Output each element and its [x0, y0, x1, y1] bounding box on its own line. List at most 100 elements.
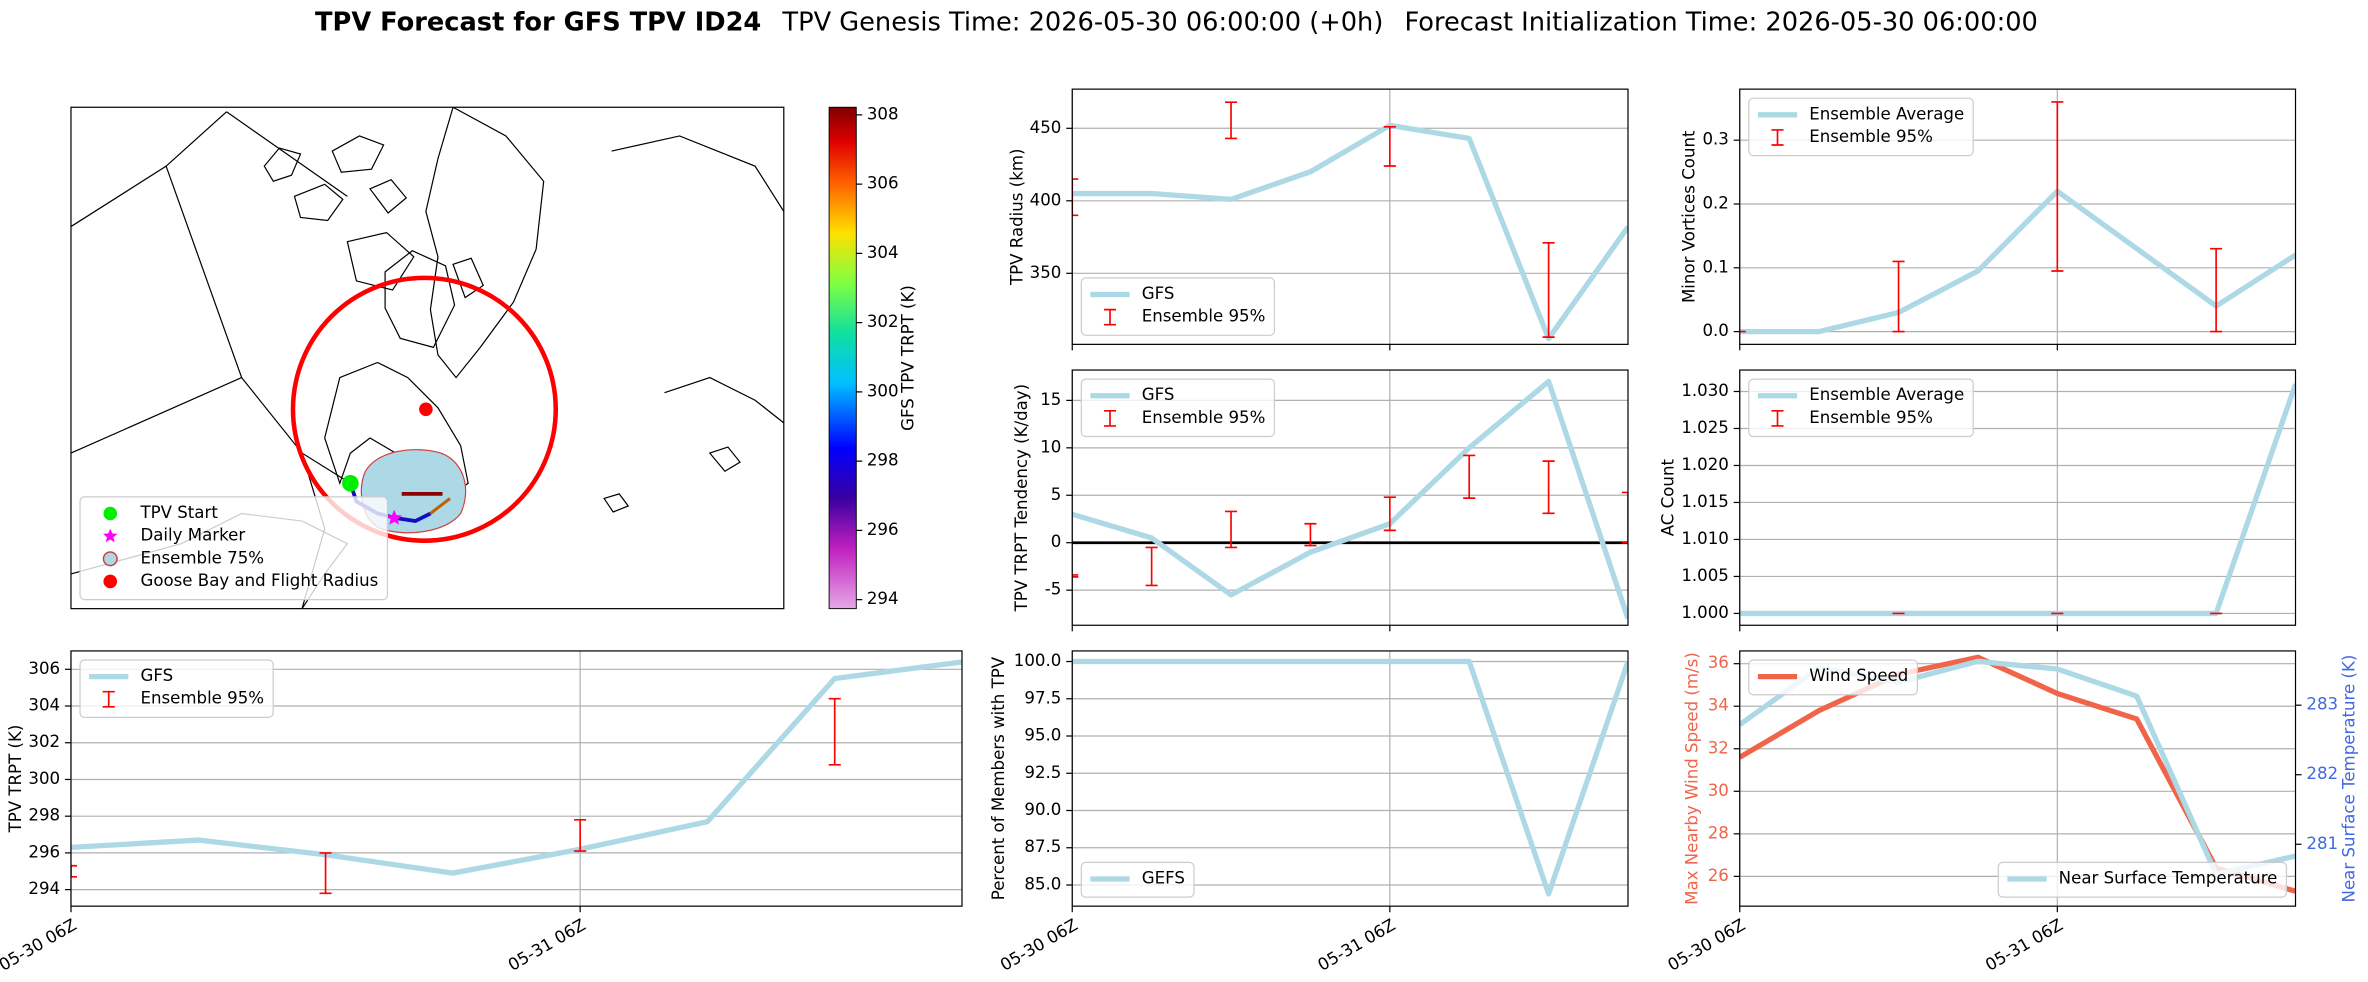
- error-bar: [1072, 178, 1079, 217]
- y-tick-label: 0.0: [1702, 321, 1728, 340]
- error-bar: [574, 819, 587, 852]
- legend-label: GEFS: [1142, 868, 1185, 887]
- legend-swatch: [102, 551, 118, 567]
- legend: Ensemble Average Ensemble 95%: [1748, 97, 1974, 157]
- legend-label: Wind Speed: [1809, 666, 1908, 685]
- y-tick-label: 10: [1040, 437, 1061, 456]
- y-tick-label: 350: [1030, 263, 1062, 282]
- plot-frame: [1739, 88, 2297, 345]
- error-bar: [1542, 460, 1555, 515]
- y-tick-label: 296: [28, 842, 60, 861]
- colorbar-tick-label: 304: [867, 243, 899, 262]
- legend-box: [1748, 97, 1974, 157]
- y-tick-label: 283: [2306, 695, 2338, 714]
- legend-label: GFS: [1142, 284, 1175, 303]
- x-tick-label: 05-31 06Z: [1315, 915, 1399, 974]
- error-bar: [1542, 242, 1555, 338]
- y-tick-label: 281: [2306, 834, 2338, 853]
- y-tick-label: 26: [1708, 866, 1729, 885]
- legend: TPV Start Daily Marker Ensemble 75% Goose B…: [79, 496, 389, 601]
- y-tick-label: 28: [1708, 823, 1729, 842]
- legend: GFS Ensemble 95%: [1080, 277, 1276, 336]
- legend: GEFS: [1080, 861, 1195, 898]
- y-tick-label: 34: [1708, 696, 1729, 715]
- error-bar: [70, 864, 78, 878]
- colorbar-label: GFS TPV TRPT (K): [899, 285, 918, 431]
- error-bar: [2210, 247, 2223, 333]
- x-tick-label: 05-30 06Z: [997, 915, 1081, 974]
- y2-axis-label: Near Surface Temperature (K): [2339, 655, 2358, 903]
- plot-frame: [70, 650, 963, 907]
- legend-label: GFS: [140, 666, 173, 685]
- y-tick-label: 15: [1040, 390, 1061, 409]
- y-tick-label: 300: [28, 769, 60, 788]
- tpv-start: [342, 474, 359, 492]
- x-tick-label: 05-30 06Z: [1665, 915, 1749, 974]
- y-tick-label: 1.020: [1681, 455, 1729, 474]
- legend: GFS Ensemble 95%: [1080, 378, 1276, 438]
- colorbar-tick-label: 298: [867, 451, 899, 470]
- plot-frame: [1739, 650, 2297, 907]
- series-line: [1739, 188, 2296, 335]
- y-tick-label: 95.0: [1024, 726, 1061, 745]
- y-tick-label: 1.010: [1681, 529, 1729, 548]
- series-line: [1739, 383, 2296, 617]
- error-bar: [319, 852, 332, 895]
- legend-label: Ensemble 95%: [1809, 408, 1933, 427]
- daily-marker: [386, 509, 403, 525]
- legend-swatch: [102, 690, 115, 708]
- error-bar: [2051, 101, 2064, 272]
- suptitle-name: TPV Forecast for GFS TPV ID24: [315, 7, 761, 37]
- flight-radius: [290, 275, 559, 543]
- y-tick-label: -5: [1045, 580, 1062, 599]
- legend-swatch: [103, 574, 118, 589]
- map-frame: [70, 106, 785, 610]
- y-tick-label: 1.025: [1681, 418, 1729, 437]
- legend-box: [1748, 659, 1918, 696]
- legend-box: [79, 496, 389, 601]
- y-axis-label: Minor Vortices Count: [1679, 130, 1698, 303]
- series-line: [70, 659, 962, 876]
- series-line: [1072, 378, 1628, 620]
- y-tick-label: 400: [1030, 190, 1062, 209]
- legend-box: [1080, 861, 1195, 898]
- y-tick-label: 90.0: [1024, 800, 1061, 819]
- x-tick-label: 05-30 06Z: [0, 915, 80, 974]
- legend-label: Ensemble 95%: [1142, 408, 1266, 427]
- colorbar-tick-label: 294: [867, 589, 899, 608]
- suptitle: TPV Forecast for GFS TPV ID24 TPV Genesis…: [315, 7, 2038, 37]
- legend: GFS Ensemble 95%: [79, 659, 274, 718]
- y-tick-label: 100.0: [1014, 651, 1062, 670]
- y-tick-label: 298: [28, 806, 60, 825]
- y-tick-label: 302: [28, 732, 60, 751]
- y-axis-label: Percent of Members with TPV: [989, 656, 1008, 900]
- error-bar: [1621, 491, 1628, 544]
- y-tick-label: 30: [1708, 781, 1729, 800]
- y-tick-label: 450: [1030, 118, 1062, 137]
- x-tick-label: 05-31 06Z: [1982, 915, 2066, 974]
- colorbar-tick-label: 296: [867, 520, 899, 539]
- legend-swatch: [1771, 409, 1784, 427]
- y-tick-label: 5: [1051, 485, 1062, 504]
- error-bar: [828, 697, 841, 766]
- suptitle-init: Forecast Initialization Time: 2026-05-30…: [1404, 7, 2037, 37]
- suptitle-genesis: TPV Genesis Time: 2026-05-30 06:00:00 (+…: [781, 7, 1383, 37]
- plot-frame: [1071, 369, 1629, 626]
- y-tick-label: 1.000: [1681, 603, 1729, 622]
- plot-area: [70, 659, 962, 895]
- y-tick-label: 1.015: [1681, 492, 1729, 511]
- plot-frame: [1739, 369, 2297, 626]
- y-tick-label: 306: [28, 659, 60, 678]
- plot-area: [1739, 101, 2296, 335]
- plot-area: [1072, 378, 1628, 620]
- error-bar: [1383, 496, 1396, 532]
- y-tick-label: 0.1: [1702, 257, 1728, 276]
- error-bar: [1072, 574, 1079, 578]
- legend: Wind Speed: [1748, 659, 1918, 696]
- y-axis-label: AC Count: [1658, 459, 1677, 537]
- colorbar-tick-label: 302: [867, 312, 899, 331]
- legend-label: Near Surface Temperature: [2059, 868, 2278, 887]
- plot-frame: [1071, 650, 1629, 907]
- legend-swatch: [103, 528, 118, 543]
